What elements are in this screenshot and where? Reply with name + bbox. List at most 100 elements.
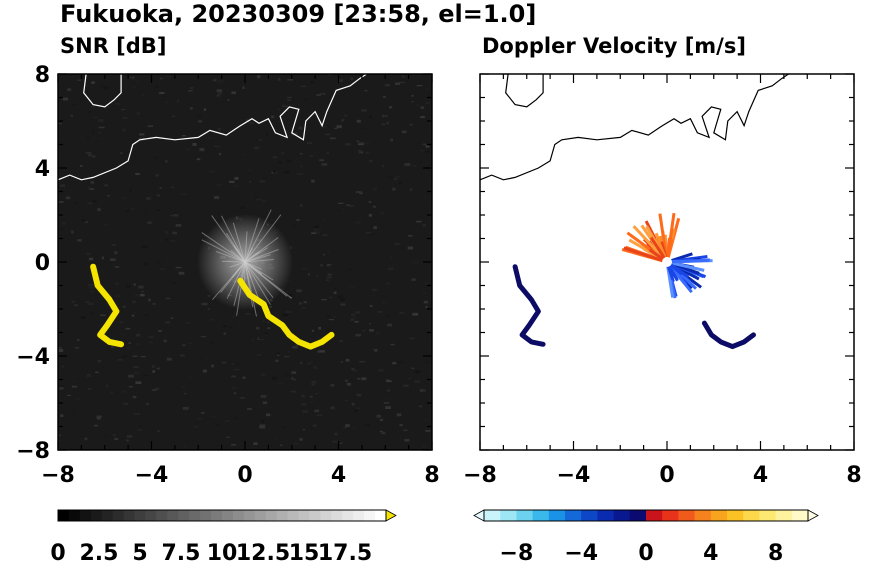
snr-noise-speck <box>247 408 252 410</box>
doppler-colorbar-cell <box>629 510 647 521</box>
snr-noise-speck <box>100 314 106 316</box>
snr-noise-speck <box>334 432 338 436</box>
snr-noise-speck <box>299 153 303 155</box>
snr-noise-speck <box>93 117 98 119</box>
snr-noise-speck <box>382 115 388 117</box>
snr-colorbar-cell <box>90 510 103 521</box>
snr-noise-speck <box>58 434 61 436</box>
snr-noise-speck <box>87 284 94 286</box>
snr-noise-speck <box>88 153 92 157</box>
snr-noise-speck <box>339 298 345 301</box>
snr-noise-speck <box>152 370 156 373</box>
snr-noise-speck <box>345 400 348 402</box>
snr-noise-speck <box>188 342 193 344</box>
snr-noise-speck <box>360 240 363 242</box>
figure-title: Fukuoka, 20230309 [23:58, el=1.0] <box>60 0 537 28</box>
snr-noise-speck <box>351 402 355 406</box>
snr-noise-speck <box>331 191 336 194</box>
snr-noise-speck <box>364 89 368 92</box>
snr-noise-speck <box>370 326 374 328</box>
snr-noise-speck <box>258 149 265 151</box>
snr-noise-speck <box>408 235 413 237</box>
snr-noise-speck <box>310 361 313 364</box>
snr-colorbar-cell <box>200 510 212 521</box>
snr-noise-speck <box>58 385 65 387</box>
snr-noise-speck <box>73 379 78 382</box>
snr-noise-speck <box>319 159 325 162</box>
snr-noise-speck <box>307 273 310 276</box>
snr-noise-speck <box>97 208 101 212</box>
snr-colorbar-cell <box>58 510 70 521</box>
snr-noise-speck <box>77 339 80 341</box>
snr-noise-speck <box>110 391 113 394</box>
snr-noise-speck <box>326 263 332 267</box>
snr-clutter-ray <box>211 215 246 263</box>
snr-noise-speck <box>156 367 160 370</box>
snr-noise-speck <box>114 282 119 285</box>
snr-noise-speck <box>330 406 335 410</box>
snr-noise-speck <box>189 376 194 378</box>
snr-noise-speck <box>381 114 384 118</box>
snr-noise-speck <box>176 99 180 103</box>
snr-colorbar-cell <box>232 510 245 521</box>
snr-noise-speck <box>425 102 430 104</box>
snr-noise-speck <box>258 139 263 141</box>
snr-noise-speck <box>149 218 155 221</box>
snr-noise-speck <box>171 282 176 285</box>
snr-noise-speck <box>423 300 429 304</box>
snr-noise-speck <box>328 319 335 321</box>
snr-noise-speck <box>369 115 372 118</box>
snr-noise-speck <box>165 238 168 241</box>
snr-noise-speck <box>359 141 365 144</box>
snr-colorbar-label: 12.5 <box>236 541 290 566</box>
snr-noise-speck <box>273 170 276 174</box>
snr-noise-speck <box>98 126 105 129</box>
snr-noise-speck <box>423 418 428 421</box>
snr-noise-speck <box>185 267 189 269</box>
snr-noise-speck <box>63 97 69 101</box>
snr-noise-speck <box>133 372 139 375</box>
snr-noise-speck <box>143 375 149 377</box>
snr-colorbar-cell <box>331 510 343 521</box>
snr-noise-speck <box>198 120 202 123</box>
snr-noise-speck <box>411 367 415 370</box>
snr-noise-speck <box>136 112 141 115</box>
snr-noise-speck <box>382 95 386 98</box>
snr-noise-speck <box>241 153 247 156</box>
snr-noise-speck <box>322 218 325 221</box>
doppler-receding-ray <box>623 246 668 264</box>
snr-noise-speck <box>212 79 217 82</box>
snr-noise-speck <box>197 115 202 118</box>
snr-noise-speck <box>257 337 260 340</box>
snr-clutter-ray <box>216 251 246 263</box>
snr-noise-speck <box>425 150 431 153</box>
snr-colorbar-cell <box>167 510 179 521</box>
snr-noise-speck <box>303 98 308 101</box>
snr-noise-speck <box>116 295 121 297</box>
snr-noise-speck <box>409 188 412 191</box>
snr-noise-speck <box>111 346 115 348</box>
snr-noise-speck <box>85 301 89 303</box>
snr-noise-speck <box>368 199 374 202</box>
snr-noise-speck <box>422 292 427 294</box>
snr-noise-speck <box>222 325 228 328</box>
snr-noise-speck <box>233 417 238 420</box>
snr-noise-speck <box>249 180 252 183</box>
snr-colorbar-cell <box>189 510 201 521</box>
snr-noise-speck <box>266 132 269 136</box>
snr-noise-speck <box>168 95 173 98</box>
snr-noise-speck <box>399 81 405 84</box>
snr-noise-speck <box>240 397 245 399</box>
snr-noise-speck <box>251 338 254 342</box>
snr-clutter-ray <box>230 250 246 263</box>
snr-noise-speck <box>387 323 392 327</box>
snr-noise-speck <box>147 221 152 224</box>
snr-noise-speck <box>421 149 425 153</box>
snr-noise-speck <box>157 430 160 433</box>
snr-noise-speck <box>227 98 230 101</box>
snr-noise-speck <box>137 429 142 431</box>
snr-noise-speck <box>415 104 421 107</box>
snr-colorbar-cell <box>364 510 376 521</box>
snr-noise-speck <box>228 412 234 415</box>
